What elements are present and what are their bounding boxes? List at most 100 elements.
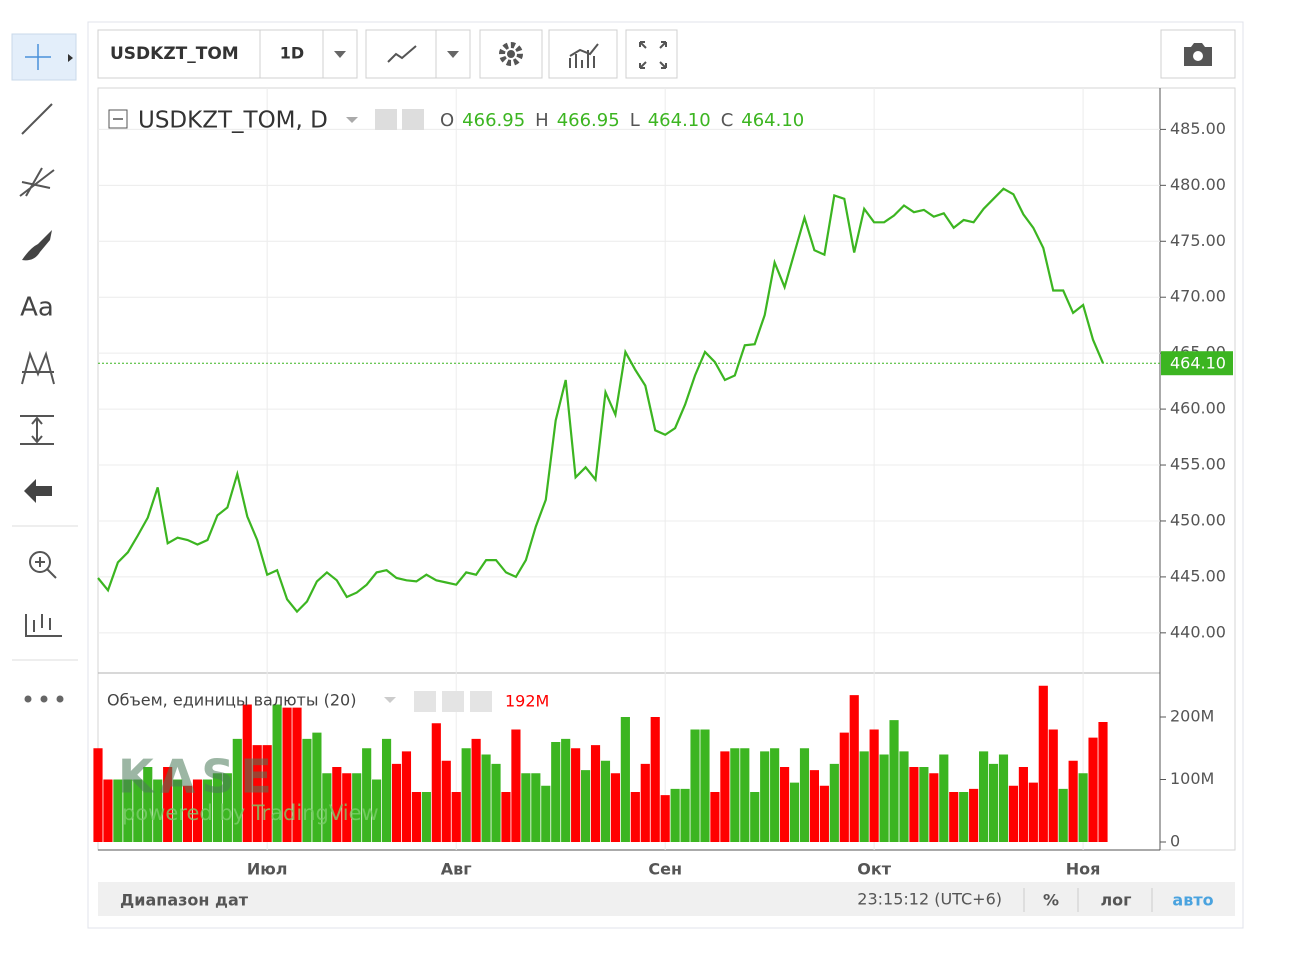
visibility-button[interactable] <box>375 109 397 130</box>
top-toolbar: USDKZT_TOM 1D <box>97 29 1236 79</box>
volume-bar <box>282 707 292 842</box>
volume-bar <box>760 751 770 842</box>
volume-bar <box>192 779 203 842</box>
indicators-icon <box>569 43 599 68</box>
percent-toggle[interactable]: % <box>1043 891 1059 910</box>
remove-button[interactable] <box>470 691 492 712</box>
log-toggle[interactable]: лог <box>1100 891 1131 910</box>
brush-tool[interactable] <box>22 230 52 261</box>
expand-arrow[interactable] <box>68 54 73 62</box>
volume-bar <box>93 748 103 842</box>
volume-bar <box>998 754 1009 842</box>
symbol: USDKZT_TOM <box>110 44 239 64</box>
volume-bar <box>342 773 352 842</box>
x-tick-label: Ноя <box>1066 860 1101 879</box>
fib-tool[interactable] <box>19 167 55 197</box>
gear-icon <box>499 42 523 66</box>
volume-bar <box>640 763 650 842</box>
volume-bar <box>750 792 760 842</box>
ohlc-value: 466.95 <box>462 110 525 131</box>
indicators-button[interactable] <box>548 29 618 79</box>
volume-bar <box>809 770 820 842</box>
volume-bar <box>421 792 431 842</box>
chart-area <box>97 87 1236 851</box>
volume-bar <box>670 788 680 842</box>
volume-bar <box>740 748 750 842</box>
volume-bar <box>959 792 969 842</box>
volume-bar <box>919 767 929 842</box>
back-tool[interactable] <box>24 479 52 503</box>
volume-bar <box>1008 785 1019 842</box>
pattern-tool[interactable] <box>21 350 55 385</box>
x-tick-label: Сен <box>648 860 682 879</box>
zoom-tool[interactable] <box>29 551 51 573</box>
volume-bar <box>819 785 829 842</box>
fullscreen-button[interactable] <box>625 29 678 79</box>
volume-bar <box>312 732 322 842</box>
y-tick-label: 200M <box>1170 707 1214 726</box>
settings-button[interactable] <box>442 691 464 712</box>
auto-toggle[interactable]: авто <box>1172 891 1213 910</box>
interval: 1D <box>280 44 304 63</box>
volume-bar <box>531 773 541 842</box>
volume-bar <box>979 751 989 842</box>
volume-bar <box>182 785 193 842</box>
volume-bar <box>1058 788 1068 842</box>
ohlc-label: O <box>440 110 454 131</box>
date-range[interactable]: Диапазон дат <box>120 891 249 910</box>
series-title: USDKZT_TOM, D <box>138 108 328 134</box>
settings-button[interactable] <box>402 109 424 130</box>
y-tick-label: 485.00 <box>1170 119 1226 138</box>
x-tick-label: Окт <box>857 860 891 879</box>
volume-bar <box>789 782 800 842</box>
ohlc-readout: O 466.95 H 466.95 L 464.10 C 464.10 <box>440 110 804 131</box>
volume-bar <box>590 745 601 842</box>
clock: 23:15:12 (UTC+6) <box>857 890 1002 909</box>
trend-line-tool[interactable] <box>21 103 53 135</box>
more-tools[interactable] <box>24 695 64 703</box>
volume-bar <box>988 763 999 842</box>
dropdown-arrow[interactable] <box>384 697 396 703</box>
last-price-label: 464.10 <box>1170 354 1226 373</box>
volume-bar <box>849 695 859 842</box>
volume-bar <box>103 779 113 842</box>
measure-tool[interactable] <box>20 415 54 445</box>
y-tick-label: 100M <box>1170 769 1214 788</box>
volume-bar <box>799 748 810 842</box>
y-tick-label: 445.00 <box>1170 566 1226 585</box>
volume-bar <box>949 792 959 842</box>
frame <box>87 21 1244 929</box>
volume-bar <box>829 763 839 842</box>
y-tick-label: 460.00 <box>1170 399 1226 418</box>
dropdown-arrow[interactable] <box>346 117 358 123</box>
volume-bar <box>1028 782 1038 842</box>
volume-bar <box>879 754 889 842</box>
volume-bar <box>202 779 213 842</box>
volume-bar <box>381 738 392 842</box>
visibility-button[interactable] <box>414 691 436 712</box>
chart-style-button[interactable] <box>365 29 437 79</box>
volume-bar <box>332 767 342 842</box>
last-price-tag <box>1161 351 1233 376</box>
volume-bar <box>1018 767 1028 842</box>
text-tool[interactable]: Aa <box>20 293 54 323</box>
volume-bar <box>272 704 282 842</box>
volume-bar <box>163 767 173 842</box>
volume-bar <box>372 779 382 842</box>
y-tick-label: 480.00 <box>1170 175 1226 194</box>
volume-bar <box>580 770 591 842</box>
volume-bar <box>561 738 571 842</box>
volume-bar <box>869 729 879 842</box>
symbol-search[interactable] <box>97 29 261 79</box>
volume-bar <box>401 751 412 842</box>
interval-button[interactable] <box>259 29 324 79</box>
volume-bar <box>700 729 710 842</box>
volume-bar <box>1078 773 1088 842</box>
chart-tools[interactable] <box>25 614 62 637</box>
volume-bar <box>451 792 461 842</box>
volume-bar <box>441 760 451 842</box>
volume-title: Объем, единицы валюты (20) <box>107 691 356 710</box>
volume-bar <box>889 720 899 842</box>
volume-bar <box>1038 685 1048 842</box>
